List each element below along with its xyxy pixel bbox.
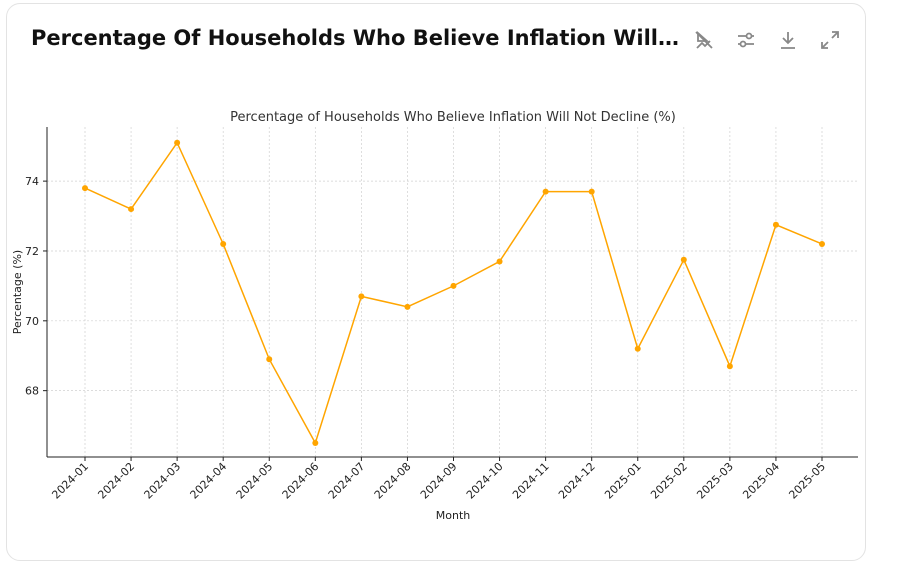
data-point [726,363,733,370]
y-tick-label: 68 [25,385,39,398]
x-tick-label: 2024-10 [464,460,506,502]
data-point [588,188,595,195]
chart-title: Percentage of Households Who Believe Inf… [230,110,676,125]
data-point [634,345,641,352]
data-point [128,206,135,213]
x-tick-label: 2024-12 [556,460,598,502]
x-tick-label: 2024-11 [510,460,552,502]
data-point [266,356,273,363]
y-tick-label: 72 [25,245,39,258]
data-point [680,256,687,263]
download-icon[interactable] [775,27,801,53]
y-tick-label: 74 [25,175,39,188]
data-point [819,240,825,247]
grid [47,127,858,457]
data-point [542,188,549,195]
series-line [82,139,825,447]
x-tick-label: 2024-03 [142,460,184,502]
x-tick-label: 2025-04 [740,460,782,502]
x-tick-label: 2025-02 [648,460,690,502]
x-tick-label: 2024-06 [280,460,322,502]
axes: 2024-01 2024-02 2024-03 2024-04 2024-05 2024-… [25,127,858,502]
x-tick-label: 2024-07 [326,460,368,502]
chart-card: Percentage Of Households Who Believe Inf… [6,3,866,561]
data-point [174,139,181,146]
data-point [404,303,411,310]
filter-sliders-icon[interactable] [733,27,759,53]
data-point [220,240,227,247]
x-axis-label: Month [436,509,471,522]
x-tick-label: 2024-08 [372,460,414,502]
hide-annotations-icon[interactable] [691,27,717,53]
data-point [358,293,365,300]
data-point [772,221,779,228]
data-point [450,282,457,289]
x-tick-label: 2024-02 [95,460,137,502]
x-tick-label: 2025-01 [602,460,644,502]
y-tick-label: 70 [25,315,39,328]
toolbar [691,27,843,53]
x-tick-label: 2025-05 [786,460,828,502]
data-point [312,440,319,447]
expand-icon[interactable] [817,27,843,53]
data-point [496,258,503,265]
x-tick-label: 2024-04 [188,460,230,502]
x-tick-label: 2024-09 [418,460,460,502]
x-tick-label: 2025-03 [694,460,736,502]
data-point [82,185,88,192]
x-tick-label: 2024-05 [234,460,276,502]
x-tick-label: 2024-01 [49,460,91,502]
y-axis-label: Percentage (%) [11,250,24,334]
